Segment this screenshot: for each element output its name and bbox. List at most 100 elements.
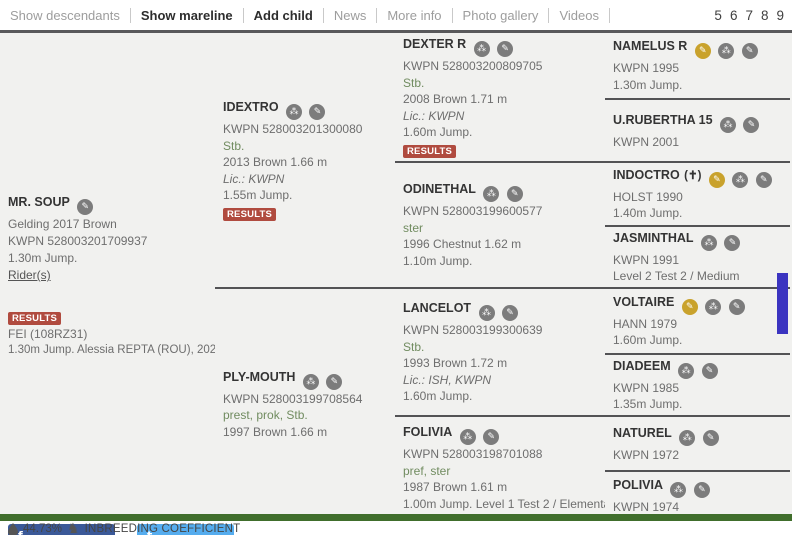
offspring-icon[interactable]: ⁂	[483, 186, 500, 203]
inbreeding-info: 44.73% ♞ INBREEDING COEFFICIENT	[0, 519, 792, 535]
horse-name-link[interactable]: MR. SOUP	[8, 195, 70, 210]
generation-6[interactable]: 6	[729, 7, 738, 23]
horse-name-link[interactable]: IDEXTRO	[223, 100, 279, 115]
horse-birth-line: 1996 Chestnut 1.62 m	[403, 237, 522, 252]
nav-add-child[interactable]: Add child	[253, 7, 313, 23]
divider	[548, 7, 550, 23]
offspring-icon[interactable]: ⁂	[478, 305, 495, 321]
approved-stallion-icon[interactable]: ✎	[681, 298, 698, 315]
offspring-icon[interactable]: ⁂	[718, 43, 735, 60]
horse-registration: KWPN 2001	[613, 134, 680, 149]
selection-marker	[777, 273, 788, 334]
offspring-icon[interactable]: ⁂	[286, 104, 303, 121]
horse-registration: KWPN 1995	[613, 61, 680, 76]
horse-name-link[interactable]: POLIVIA	[613, 477, 664, 492]
offspring-icon[interactable]: ⁂	[670, 481, 687, 498]
generation-9[interactable]: 9	[776, 7, 784, 23]
edit-icon[interactable]: ✎	[741, 43, 758, 60]
pedigree-cell-voltaire: VOLTAIRE ✎ ⁂ ✎ HANN 1979 1.60m Jump.	[605, 287, 790, 355]
pedigree-cell-jasminthal: JASMINTHAL ⁂ ✎ KWPN 1991 Level 2 Test 2 …	[605, 225, 790, 289]
horse-name-link[interactable]: FOLIVIA	[403, 425, 453, 440]
horse-name-link[interactable]: U.RUBERTHA 15	[613, 112, 713, 127]
edit-icon[interactable]: ✎	[309, 104, 326, 121]
facebook-share-button[interactable]: f	[8, 524, 115, 535]
pedigree-cell-indoctro: INDOCTRO (✝) ✎ ⁂ ✎ HOLST 1990 1.40m Jump…	[605, 161, 790, 227]
horse-registration: HOLST 1990	[613, 189, 683, 204]
divider	[129, 7, 131, 23]
horse-registration: KWPN 528003199300639	[403, 323, 543, 337]
horse-sport-level: 1.60m Jump.	[613, 333, 683, 348]
nav-videos[interactable]: Videos	[559, 7, 599, 23]
edit-icon[interactable]: ✎	[506, 186, 523, 203]
offspring-icon[interactable]: ⁂	[732, 171, 749, 188]
inbreeding-label: INBREEDING COEFFICIENT	[84, 523, 241, 535]
edit-icon[interactable]: ✎	[724, 234, 741, 251]
offspring-icon[interactable]: ⁂	[678, 362, 695, 379]
horse-name-link[interactable]: DIADEEM	[613, 358, 671, 373]
edit-icon[interactable]: ✎	[701, 362, 718, 379]
edit-icon[interactable]: ✎	[326, 373, 343, 390]
edit-icon[interactable]: ✎	[693, 481, 710, 498]
blood-drop-icon	[8, 522, 18, 535]
nav-news[interactable]: News	[333, 7, 367, 23]
nav-show-descendants[interactable]: Show descendants	[10, 7, 120, 23]
approved-stallion-icon[interactable]: ✎	[694, 43, 711, 60]
horse-name-link[interactable]: NATUREL	[613, 425, 672, 440]
deceased-marker: (✝)	[684, 169, 702, 182]
horse-name-link[interactable]: ODINETHAL	[403, 182, 476, 197]
offspring-icon[interactable]: ⁂	[720, 116, 737, 133]
nav-photo-gallery[interactable]: Photo gallery	[462, 7, 539, 23]
offspring-icon[interactable]: ⁂	[679, 429, 696, 446]
horse-name-link[interactable]: INDOCTRO	[613, 167, 680, 182]
horse-icon: ♞	[67, 521, 80, 535]
edit-icon[interactable]: ✎	[728, 298, 745, 315]
offspring-icon[interactable]: ⁂	[302, 373, 319, 390]
spacer	[8, 284, 211, 308]
pedigree-cell-idextro: IDEXTRO ⁂ ✎ KWPN 528003201300080 Stb. 20…	[215, 33, 395, 289]
offspring-icon[interactable]: ⁂	[705, 298, 722, 315]
nav-more-info[interactable]: More info	[387, 7, 442, 23]
horse-sport-level: 1.40m Jump.	[613, 206, 683, 221]
twitter-share-button[interactable]: t	[137, 524, 234, 535]
horse-registration: KWPN 1974	[613, 499, 680, 514]
horse-name-link[interactable]: VOLTAIRE	[613, 294, 675, 309]
horse-name-link[interactable]: DEXTER R	[403, 37, 467, 51]
horse-birth-line: 1993 Brown 1.72 m	[403, 356, 508, 371]
horse-name-link[interactable]: PLY-MOUTH	[223, 369, 296, 384]
riders-link[interactable]: Rider(s)	[8, 268, 51, 283]
edit-icon[interactable]: ✎	[702, 429, 719, 446]
edit-icon[interactable]: ✎	[77, 199, 94, 216]
offspring-icon[interactable]: ⁂	[701, 234, 718, 251]
divider	[608, 7, 610, 23]
results-badge[interactable]: RESULTS	[223, 207, 277, 221]
horse-sport-level: 1.60m Jump.	[403, 389, 473, 404]
offspring-icon[interactable]: ⁂	[459, 429, 476, 446]
edit-icon[interactable]: ✎	[501, 305, 518, 321]
pedigree-cell-naturel: NATUREL ⁂ ✎ KWPN 1972	[605, 415, 790, 472]
edit-icon[interactable]: ✎	[483, 429, 500, 446]
result-line: 1.30m Jump. Alessia REPTA (ROU), 2024	[8, 343, 215, 356]
horse-sport-level: 1.55m Jump.	[223, 188, 293, 203]
divider	[451, 7, 453, 23]
edit-icon[interactable]: ✎	[497, 41, 514, 57]
generation-5[interactable]: 5	[714, 7, 722, 23]
results-badge[interactable]: RESULTS	[403, 144, 457, 158]
offspring-icon[interactable]: ⁂	[473, 41, 490, 57]
results-badge[interactable]: RESULTS	[8, 312, 62, 326]
nav-show-mareline[interactable]: Show mareline	[140, 7, 233, 23]
pedigree-cell-dexter-r: DEXTER R ⁂ ✎ KWPN 528003200809705 Stb. 2…	[395, 33, 605, 163]
pedigree-cell-namelus-r: NAMELUS R ✎ ⁂ ✎ KWPN 1995 1.30m Jump.	[605, 33, 790, 101]
generation-8[interactable]: 8	[760, 7, 769, 23]
approved-stallion-icon[interactable]: ✎	[708, 171, 725, 188]
pedigree-cell-polivia: POLIVIA ⁂ ✎ KWPN 1974	[605, 471, 790, 519]
generation-7[interactable]: 7	[745, 7, 753, 23]
pedigree-cell-odinethal: ODINETHAL ⁂ ✎ KWPN 528003199600577 ster …	[395, 161, 605, 289]
horse-license: Lic.: KWPN	[403, 108, 465, 123]
horse-registration: KWPN 528003201300080	[223, 122, 363, 137]
edit-icon[interactable]: ✎	[755, 171, 772, 188]
horse-name-link[interactable]: LANCELOT	[403, 301, 472, 315]
horse-name-link[interactable]: NAMELUS R	[613, 39, 688, 54]
horse-registration: KWPN 1972	[613, 447, 680, 462]
horse-name-link[interactable]: JASMINTHAL	[613, 230, 694, 245]
edit-icon[interactable]: ✎	[743, 116, 760, 133]
